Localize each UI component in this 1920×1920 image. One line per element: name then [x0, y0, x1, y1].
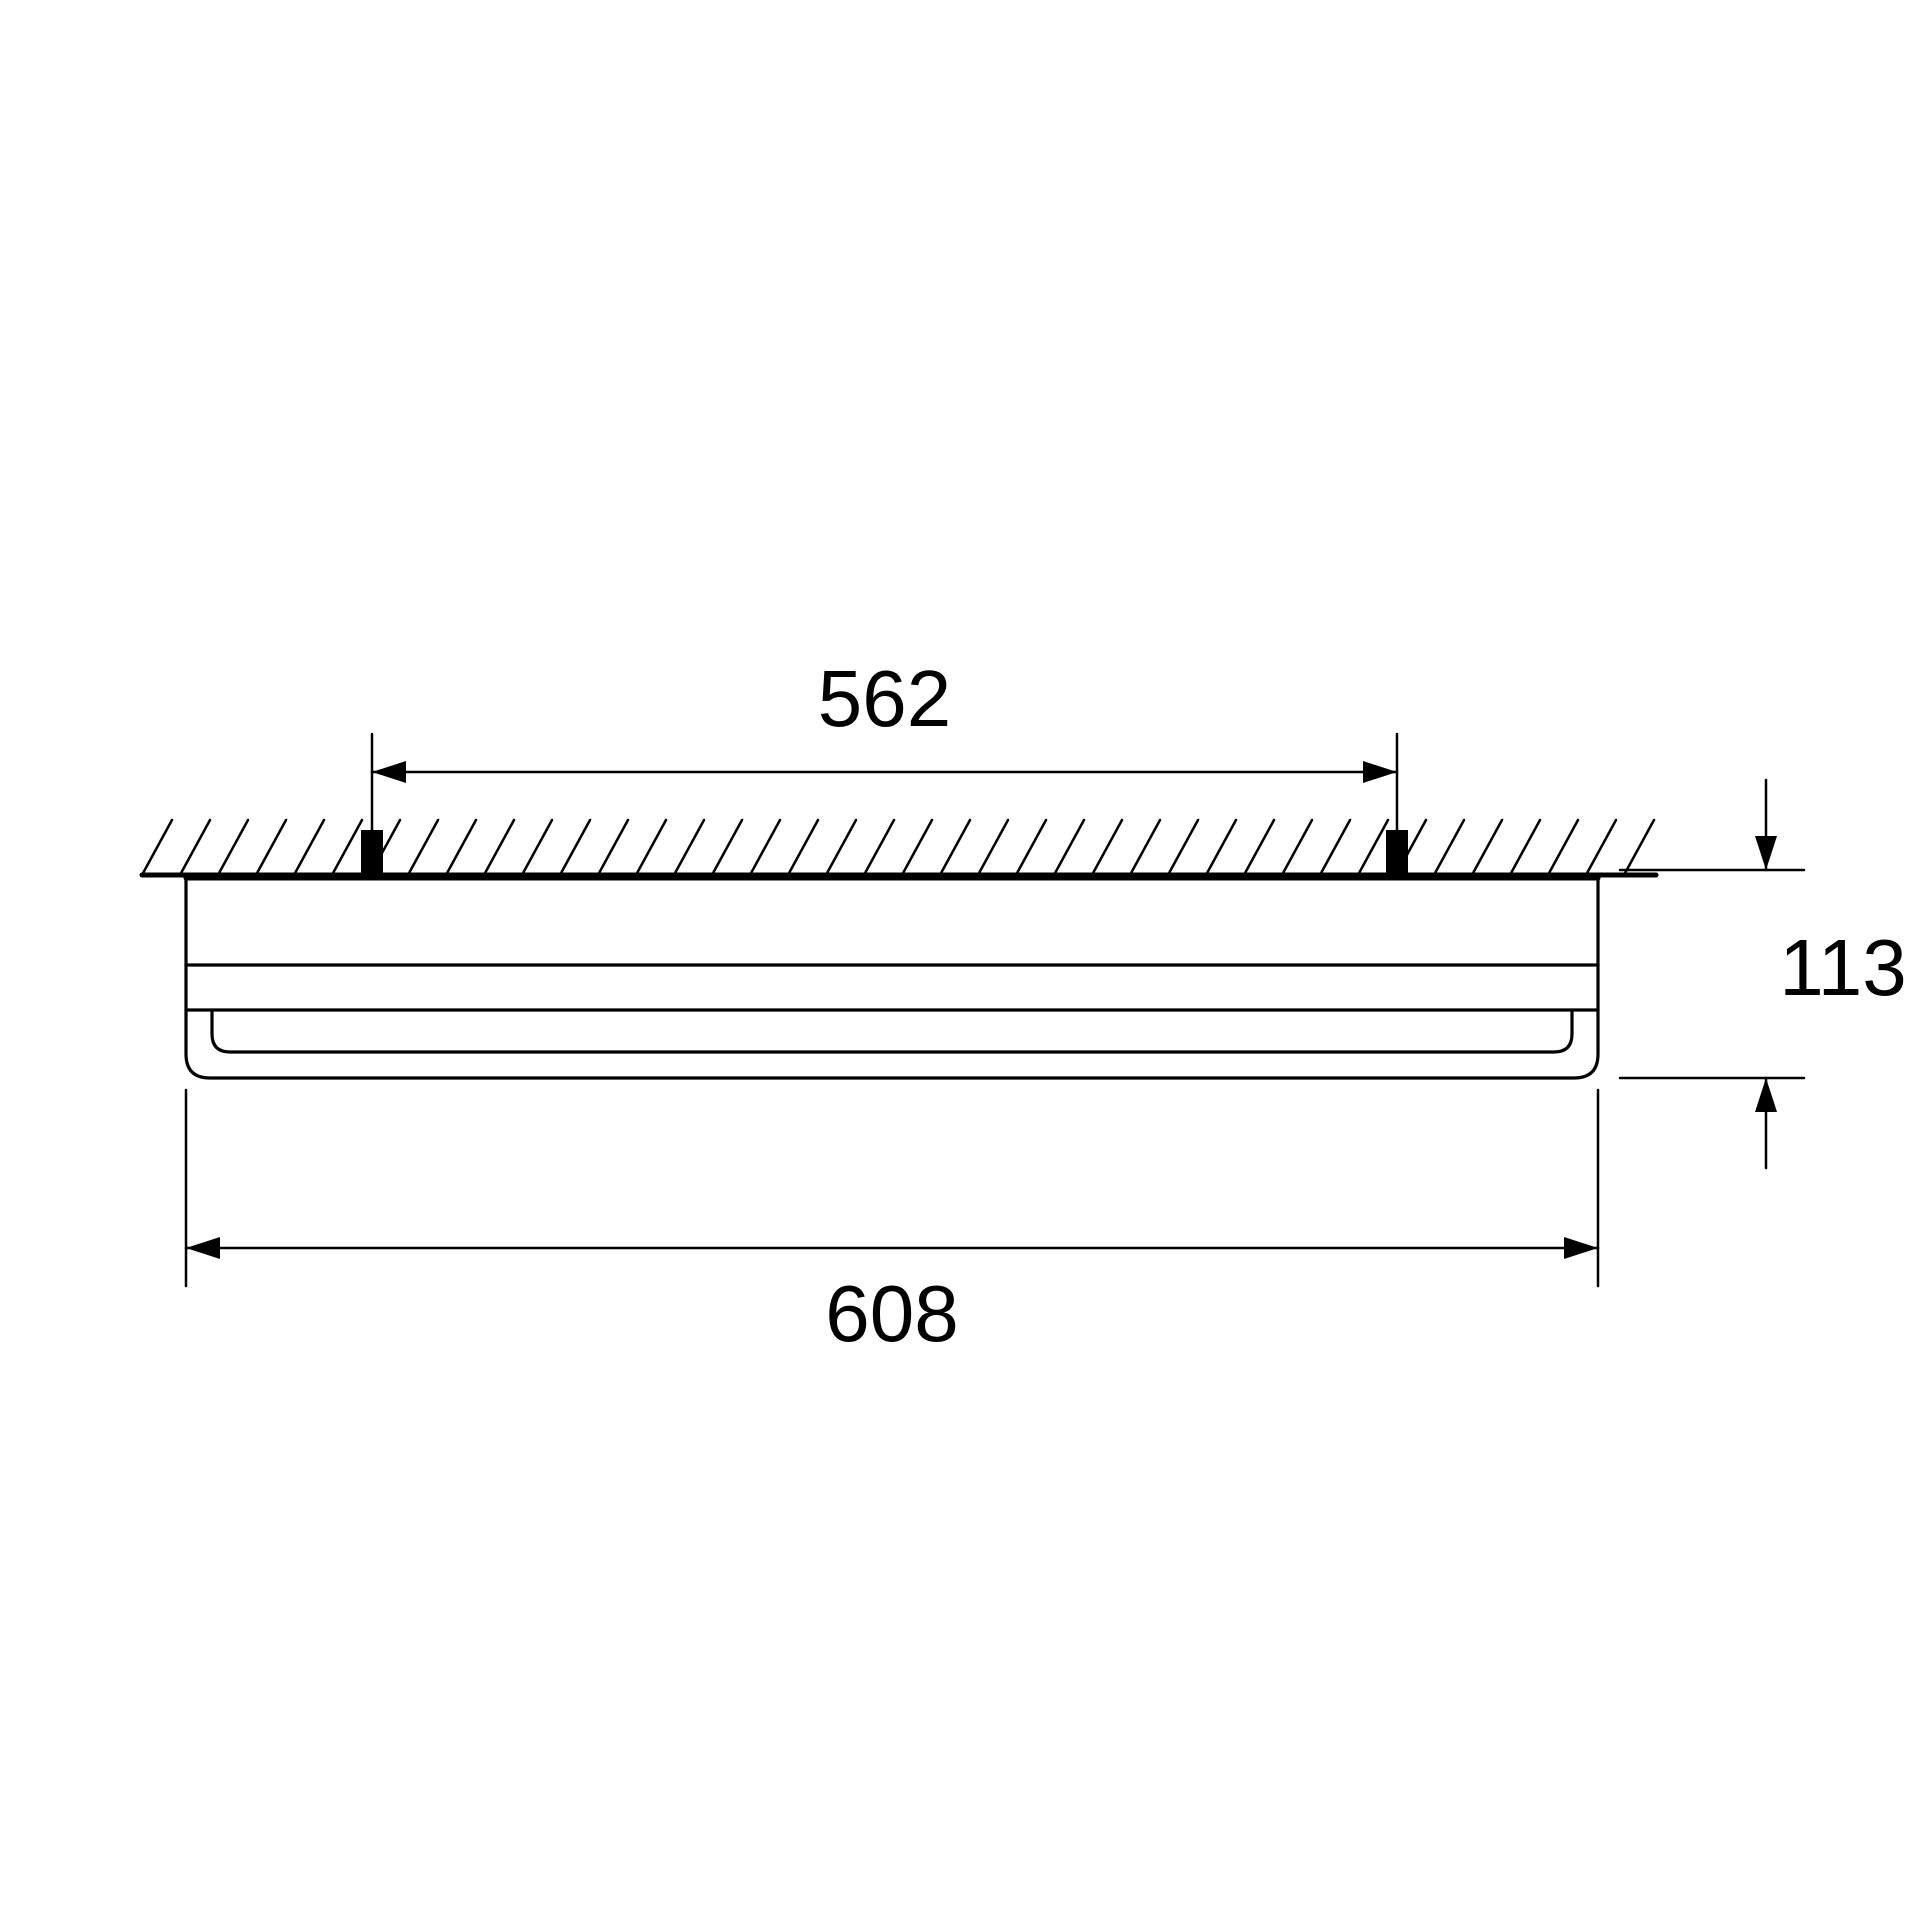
dim-right-value: 113: [1779, 923, 1907, 1012]
dim-top-value: 562: [818, 654, 951, 743]
dimension-right: 113: [1620, 780, 1907, 1168]
part-outline: [186, 878, 1598, 1078]
dim-bottom-value: 608: [825, 1269, 958, 1358]
dimension-bottom: 608: [186, 1090, 1598, 1358]
technical-drawing: 562 608 113: [0, 0, 1920, 1920]
dimension-top: 562: [372, 654, 1397, 830]
